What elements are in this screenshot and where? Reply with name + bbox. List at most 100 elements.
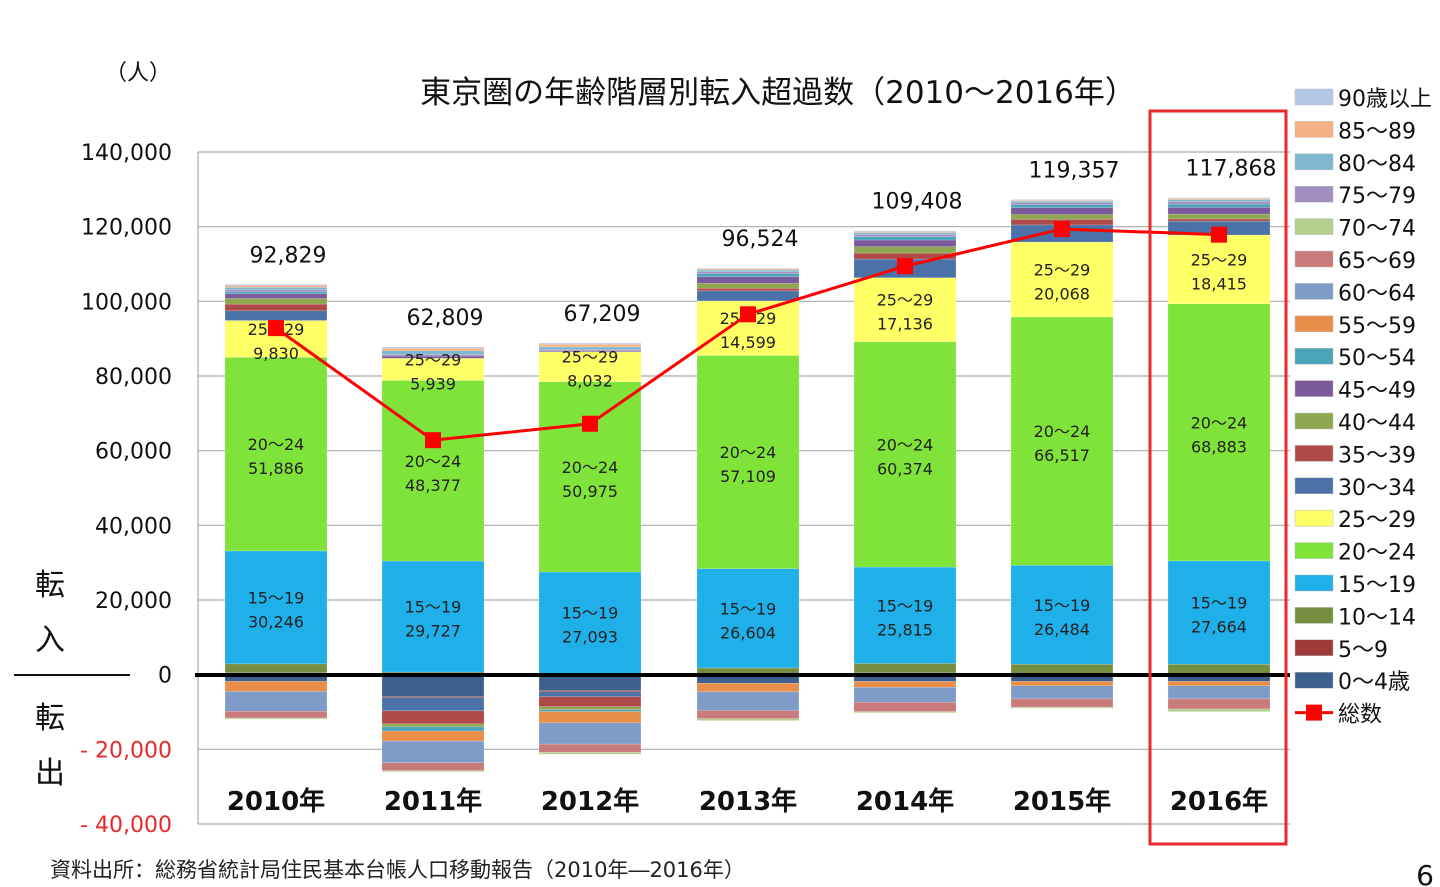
page-number: 6 <box>1416 859 1434 887</box>
bar-segment-50～54 <box>538 709 642 712</box>
x-tick-label: 2015年 <box>1013 786 1111 817</box>
legend-swatch <box>1294 88 1334 106</box>
bar-segment-5～9 <box>538 690 642 693</box>
bar-segment-75～79 <box>696 271 800 274</box>
legend-label: 総数 <box>1338 703 1382 728</box>
bar-segment-35～39 <box>224 303 328 312</box>
legend-swatch <box>1294 283 1334 300</box>
legend-label: 40～44 <box>1338 411 1416 436</box>
total-marker <box>425 432 441 449</box>
total-line <box>268 221 1227 449</box>
total-label: 92,829 <box>250 243 327 268</box>
bar-segment-55～59 <box>853 681 957 688</box>
legend-swatch <box>1294 315 1334 333</box>
legend-label: 60～64 <box>1338 281 1416 306</box>
segment-label-value: 5,939 <box>410 374 456 393</box>
bar-segment-20～24 <box>1167 303 1271 562</box>
bar-segment-15～19 <box>1010 565 1114 665</box>
segment-label-value: 14,599 <box>720 333 776 352</box>
legend: 90歳以上 85～89 80～84 75～79 70～74 65～69 60～64 55～59… <box>1294 87 1432 728</box>
bar-segment-90歳以上 <box>696 267 800 270</box>
segment-label-value: 57,109 <box>720 467 776 486</box>
legend-label: 0～4歳 <box>1338 670 1410 695</box>
y-tick-label: 40,000 <box>95 514 172 539</box>
bar-segment-75～79 <box>224 289 328 293</box>
segment-label-name: 15～19 <box>877 596 934 615</box>
bar-segment-45～49 <box>1010 207 1114 215</box>
bar-segment-40～44 <box>1010 214 1114 220</box>
bar-segment-20～24 <box>853 341 957 568</box>
bar-segment-0～4歳 <box>538 674 642 691</box>
legend-label: 65～69 <box>1338 249 1416 274</box>
bar-segment-10～14 <box>1010 663 1114 674</box>
bar-segment-40～44 <box>1167 213 1271 220</box>
segment-label-value: 30,246 <box>248 612 304 631</box>
bar-segment-15～19 <box>853 566 957 664</box>
y-tick-label: 60,000 <box>95 440 172 465</box>
total-marker <box>1211 226 1227 243</box>
legend-label: 70～74 <box>1338 217 1416 242</box>
segment-label-name: 15～19 <box>720 599 777 618</box>
segment-label-value: 18,415 <box>1191 274 1247 293</box>
bar-segment-90歳以上 <box>1010 199 1114 201</box>
bar-segment-90歳以上 <box>853 230 957 232</box>
x-tick-label: 2016年 <box>1170 786 1268 817</box>
bar-segment-40～44 <box>696 283 800 289</box>
bar-segment-60～64 <box>853 687 957 703</box>
bar-segment-60～64 <box>381 740 485 764</box>
y-tick-label: 20,000 <box>95 589 172 614</box>
bar-segment-60～64 <box>224 691 328 712</box>
bar-segment-55～59 <box>696 683 800 693</box>
bar-segment-55～59 <box>538 711 642 724</box>
segment-label-name: 15～19 <box>1191 594 1248 613</box>
total-marker <box>897 258 913 275</box>
segment-label-value: 26,484 <box>1034 620 1090 639</box>
y-tick-label: 0 <box>158 664 172 689</box>
bar-segment-25～29 <box>538 351 642 382</box>
bar-segment-40～44 <box>224 298 328 305</box>
bar-segment-20～24 <box>538 381 642 573</box>
bar-segment-45～49 <box>1167 207 1271 215</box>
legend-swatch <box>1294 121 1334 138</box>
bar-segment-60～64 <box>1167 685 1271 700</box>
bar-segment-75～79 <box>1010 202 1114 206</box>
legend-line-marker <box>1306 704 1322 721</box>
legend-swatch <box>1294 574 1334 592</box>
bar-segment-10～14 <box>224 663 328 674</box>
bar-segment-70～74 <box>696 718 800 721</box>
segment-label-value: 8,032 <box>567 372 613 391</box>
segment-label-name: 15～19 <box>405 598 462 617</box>
x-tick-label: 2011年 <box>384 786 482 817</box>
legend-label: 80～84 <box>1338 152 1416 177</box>
chart-title: 東京圏の年齢階層別転入超過数（2010～2016年） <box>420 75 1136 111</box>
bar-segment-15～19 <box>224 550 328 665</box>
bar-segment-60～64 <box>696 691 800 711</box>
bar-segment-25～29 <box>1010 241 1114 318</box>
y-tick-label: - 40,000 <box>80 813 172 838</box>
legend-swatch <box>1294 412 1334 430</box>
segment-label-name: 25～29 <box>405 350 462 369</box>
bar-segment-70～74 <box>853 711 957 713</box>
segment-label-name: 20～24 <box>405 452 462 471</box>
legend-swatch <box>1294 380 1334 397</box>
segment-label-value: 27,664 <box>1191 618 1247 637</box>
total-marker <box>740 306 756 323</box>
bar-segment-50～54 <box>224 291 328 294</box>
segment-label-value: 48,377 <box>405 476 461 495</box>
bar-segment-50～54 <box>381 726 485 732</box>
bar-segment-70～74 <box>381 770 485 772</box>
legend-label: 15～19 <box>1338 573 1416 598</box>
legend-label: 20～24 <box>1338 541 1416 566</box>
legend-swatch <box>1294 542 1334 559</box>
outflow-label: 転出 <box>35 701 65 791</box>
segment-labels: 15～19 30,246 20～24 51,886 25～29 9,830 15～19 29,… <box>248 250 1248 646</box>
bar-segment-80～84 <box>853 232 957 235</box>
segment-label-name: 20～24 <box>562 458 619 477</box>
bar-segment-0～4歳 <box>381 674 485 697</box>
bar-segment-35～39 <box>1167 218 1271 222</box>
legend-swatch <box>1294 671 1334 689</box>
bar-segment-25～29 <box>1167 234 1271 305</box>
segment-label-name: 15～19 <box>562 604 619 623</box>
bar-segment-45～49 <box>224 293 328 299</box>
legend-label: 5～9 <box>1338 638 1388 663</box>
